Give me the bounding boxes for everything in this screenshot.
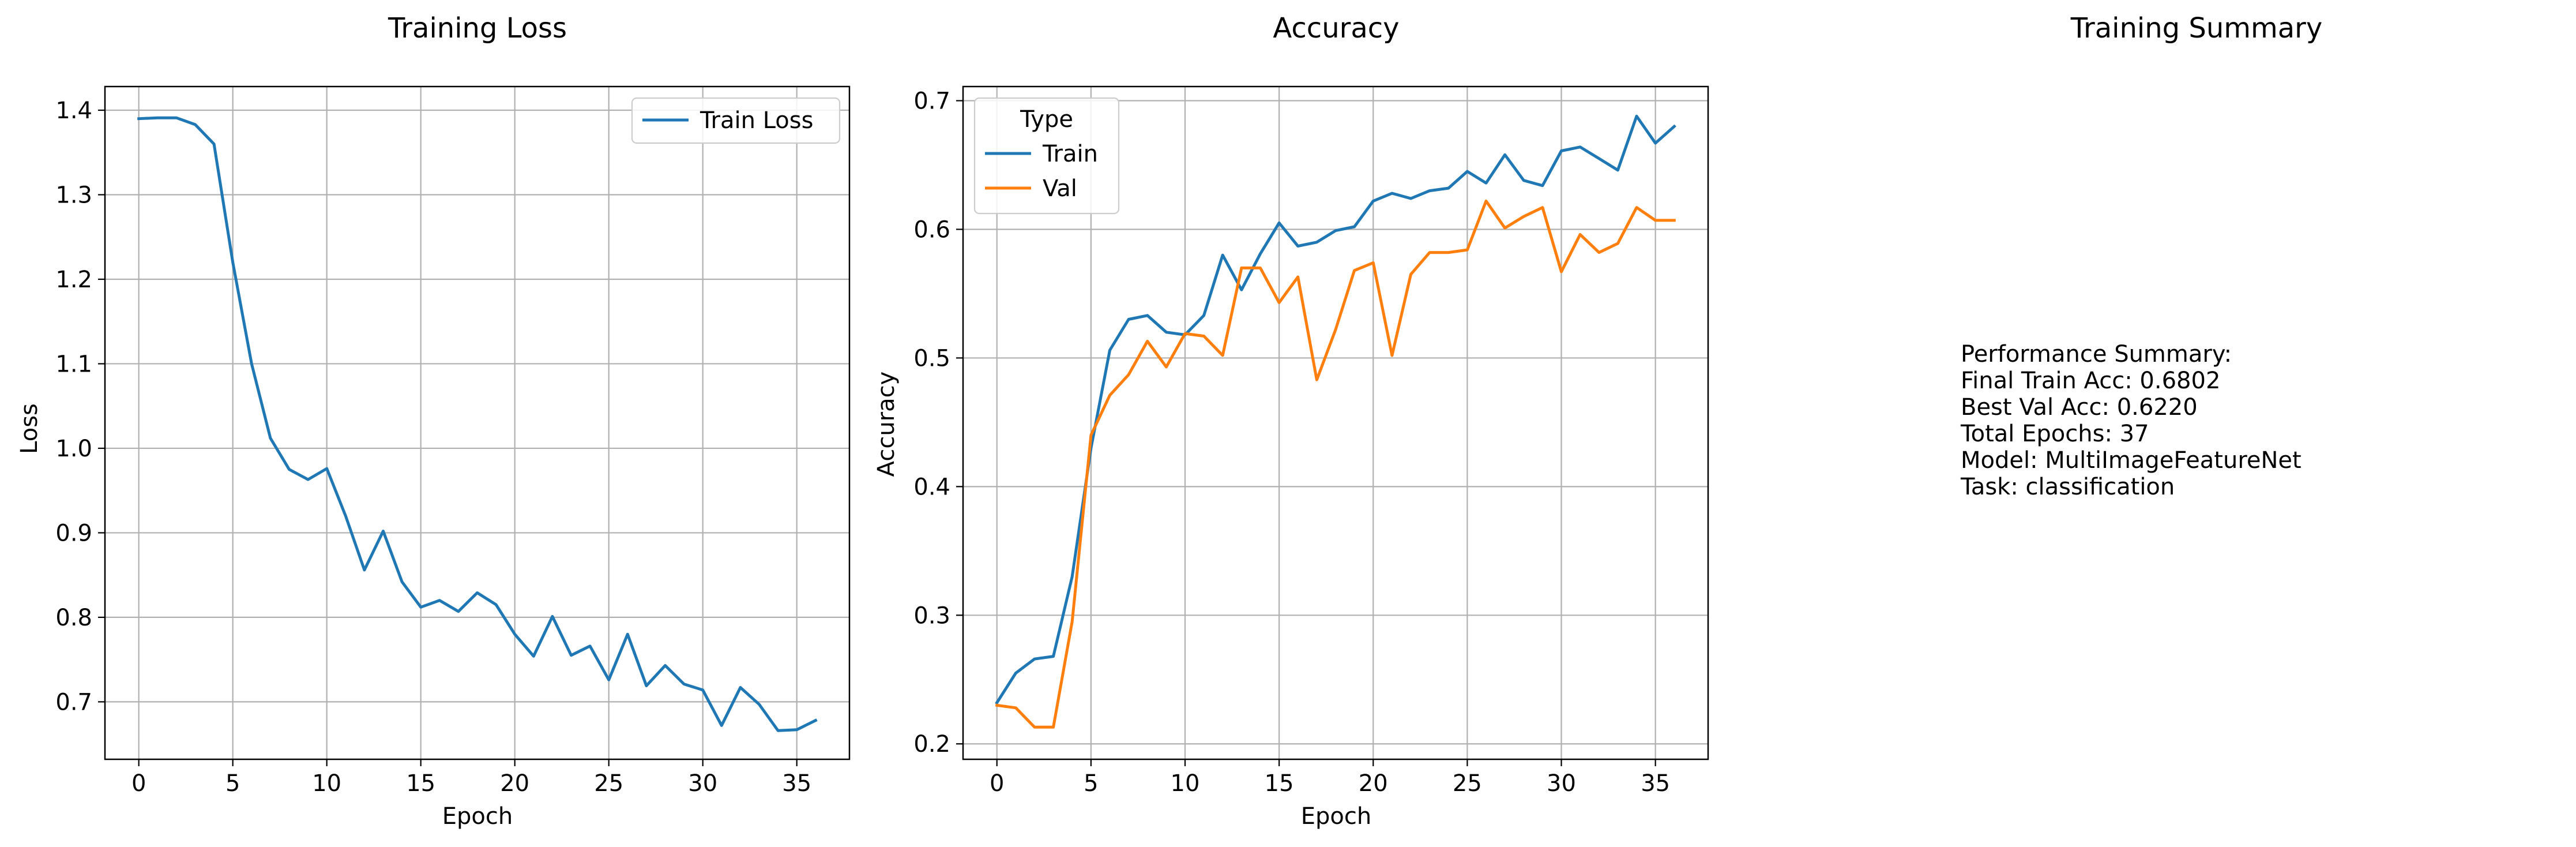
accuracy-chart: Accuracy Epoch Accuracy 0 5 10 15 20 25 30 35 0.… — [873, 12, 1709, 830]
y-tick-label: 1.2 — [55, 267, 92, 293]
x-tick-label: 25 — [594, 770, 623, 797]
legend-title: Type — [1020, 106, 1073, 133]
y-tick-label: 0.2 — [913, 731, 950, 758]
x-tick-label: 20 — [1359, 770, 1388, 797]
x-tick-label: 0 — [131, 770, 146, 797]
x-axis-label: Epoch — [1301, 803, 1371, 830]
x-tick-label: 35 — [782, 770, 811, 797]
legend: Train Loss — [631, 97, 841, 144]
legend-frame — [973, 97, 1120, 215]
x-tick-label: 25 — [1453, 770, 1482, 797]
summary-line: Task: classification — [1960, 474, 2175, 500]
y-tick-label: 1.0 — [55, 436, 92, 462]
x-tick-label: 35 — [1641, 770, 1670, 797]
x-tick-label: 0 — [990, 770, 1004, 797]
legend-label: Train — [1042, 141, 1098, 167]
series-line-val — [995, 199, 1676, 729]
x-tick-label: 10 — [1171, 770, 1200, 797]
y-axis-label: Loss — [16, 403, 43, 454]
y-axis-label: Accuracy — [873, 372, 900, 477]
y-tick-label: 0.3 — [913, 602, 950, 629]
chart-title: Accuracy — [1273, 12, 1399, 44]
training-loss-chart: Training Loss Epoch Loss 0 5 10 15 20 25 30 35 0… — [16, 12, 851, 830]
summary-line: Performance Summary: — [1961, 341, 2232, 368]
plot-frame — [962, 85, 1709, 760]
legend-label: Val — [1043, 175, 1077, 202]
y-tick-label: 0.6 — [913, 216, 950, 243]
y-tick-label: 0.7 — [913, 88, 950, 115]
series-line-train — [995, 114, 1676, 705]
y-tick-label: 1.4 — [55, 98, 92, 124]
series-line-train-loss — [137, 116, 818, 732]
x-tick-label: 20 — [500, 770, 529, 797]
plot-frame — [104, 85, 851, 760]
summary-line: Total Epochs: 37 — [1960, 421, 2149, 447]
x-axis-label: Epoch — [442, 803, 513, 830]
training-summary: Training Summary Performance Summary: Fi… — [1960, 12, 2322, 500]
legend: Type Train Val — [973, 97, 1120, 215]
y-tick-label: 0.8 — [55, 605, 92, 631]
x-tick-label: 5 — [1084, 770, 1098, 797]
y-tick-label: 1.3 — [55, 182, 92, 208]
summary-line: Model: MultiImageFeatureNet — [1961, 447, 2302, 474]
summary-title: Training Summary — [2070, 12, 2323, 44]
x-tick-label: 30 — [1547, 770, 1576, 797]
x-tick-label: 15 — [1265, 770, 1294, 797]
y-tick-label: 0.4 — [913, 474, 950, 500]
x-tick-label: 10 — [312, 770, 341, 797]
x-tick-label: 30 — [688, 770, 717, 797]
legend-label: Train Loss — [700, 107, 813, 134]
legend-frame — [631, 97, 841, 144]
x-tick-label: 15 — [406, 770, 435, 797]
y-tick-label: 0.9 — [55, 520, 92, 546]
summary-line: Best Val Acc: 0.6220 — [1961, 394, 2198, 421]
y-tick-label: 1.1 — [55, 351, 92, 377]
x-tick-label: 5 — [225, 770, 240, 797]
chart-title: Training Loss — [388, 12, 567, 44]
summary-line: Final Train Acc: 0.6802 — [1961, 368, 2220, 394]
y-tick-label: 0.5 — [913, 345, 950, 372]
y-tick-label: 0.7 — [55, 689, 92, 715]
